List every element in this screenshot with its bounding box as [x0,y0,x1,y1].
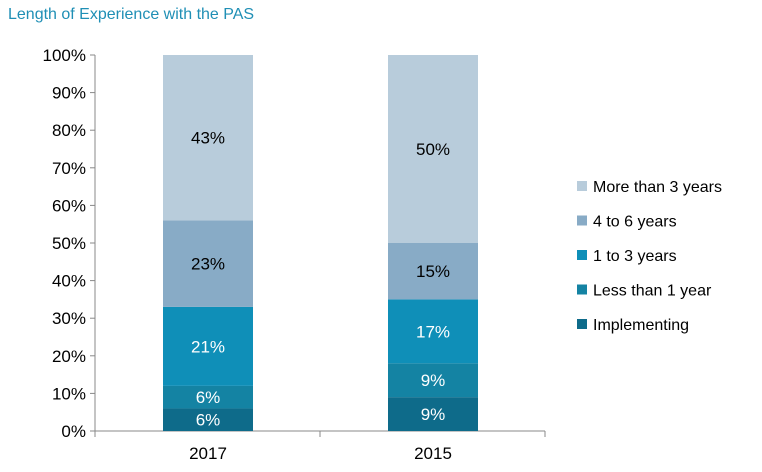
legend-label: Implementing [593,317,689,334]
legend-swatch [577,250,587,260]
legend-swatch [577,215,587,226]
y-tick-label: 20% [52,347,86,366]
y-tick-label: 40% [52,272,86,291]
y-tick-label: 70% [52,159,86,178]
data-label: 23% [191,255,225,274]
y-tick-label: 60% [52,196,86,215]
x-tick-label: 2017 [189,444,227,463]
bar-segment [388,243,478,300]
data-label: 6% [196,411,221,430]
y-tick-label: 10% [52,384,86,403]
legend-label: Less than 1 year [593,283,712,300]
y-tick-label: 30% [52,309,86,328]
bar-segment [388,363,478,398]
bar-segment [163,306,253,386]
y-tick-label: 50% [52,234,86,253]
data-label: 43% [191,129,225,148]
data-label: 9% [421,405,446,424]
bar-segment [163,408,253,431]
legend-label: 4 to 6 years [593,214,677,231]
bar-segment [388,55,478,243]
y-tick-label: 100% [43,46,86,65]
data-label: 9% [421,371,446,390]
bar-segment [388,299,478,364]
legend-label: More than 3 years [593,179,722,196]
data-label: 21% [191,337,225,356]
chart-title: Length of Experience with the PAS [8,6,255,23]
legend-swatch [577,181,587,191]
legend-swatch [577,284,587,295]
data-label: 17% [416,322,450,341]
plot-area: 0% 10% 20% 30% 40% 50% 60% 70% 80% 90% 100% 6% 6% 21%… [43,46,546,463]
x-tick-label: 2015 [414,444,452,463]
y-tick-label: 0% [61,422,86,441]
bar-segment [163,385,253,409]
legend-swatch [577,319,587,329]
data-label: 50% [416,140,450,159]
bar-segment [163,55,253,221]
data-label: 15% [416,262,450,281]
legend: More than 3 years 4 to 6 years 1 to 3 year… [577,179,722,334]
y-tick-label: 90% [52,84,86,103]
data-label: 6% [196,388,221,407]
bar-segment [388,397,478,431]
bar-segment [163,220,253,307]
y-tick-label: 80% [52,121,86,140]
legend-label: 1 to 3 years [593,248,677,265]
